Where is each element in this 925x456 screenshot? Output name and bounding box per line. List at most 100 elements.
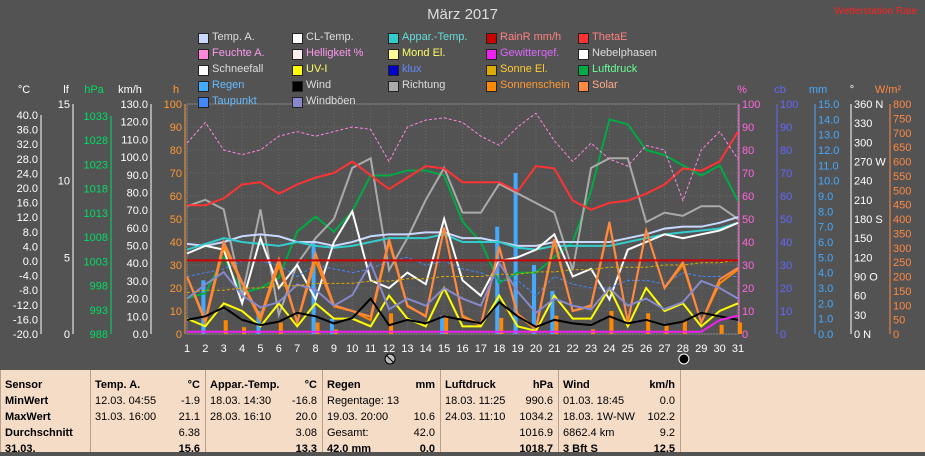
series-gewitterqef- xyxy=(187,314,739,333)
bar-sonnenschein xyxy=(499,317,504,334)
x-tick-label: 1 xyxy=(184,343,190,355)
stats-cell-label: 31.03. 16:00 xyxy=(95,411,157,423)
tick-rain: 1.0 xyxy=(818,314,833,326)
legend-label: CL-Temp. xyxy=(306,31,354,43)
stats-cell-value: 13.3 xyxy=(295,443,317,455)
tick-pressure: 1033 xyxy=(84,111,108,123)
axes: 40.0 36.0 32.0 28.0 24.0 20.0 16.0 12.0 8.0 4.0 0.… xyxy=(13,84,911,341)
series-appar-temp- xyxy=(186,221,739,251)
legend-swatch xyxy=(486,33,497,44)
tick-solar: 700 xyxy=(893,128,911,140)
stats-cell-value: 21.1 xyxy=(178,411,200,423)
stats-header: Regen xyxy=(327,379,361,391)
tick-wind: 80.0 xyxy=(127,187,148,199)
stats-cell-value: 0.0 xyxy=(419,443,435,455)
legend-swatch xyxy=(388,33,399,44)
x-tick-label: 8 xyxy=(313,343,319,355)
legend-swatch xyxy=(198,81,209,92)
x-tick-label: 16 xyxy=(456,343,468,355)
tick-rain: 13.0 xyxy=(818,130,839,142)
bar-regen xyxy=(311,242,316,334)
stats-unit: km/h xyxy=(649,379,675,391)
bar-regen xyxy=(550,291,555,334)
tick-solar: 300 xyxy=(893,243,911,255)
legend-swatch xyxy=(292,97,303,108)
bar-sonnenschein xyxy=(682,320,687,334)
source-link[interactable]: Wetterstation Rate xyxy=(834,6,917,17)
x-tick-label: 9 xyxy=(331,343,337,355)
stats-row-label: 31.03. xyxy=(5,443,36,455)
tick-wind: 130.0 xyxy=(120,99,148,111)
legend-label: Schneefall xyxy=(212,63,264,75)
legend-label: Taupunkt xyxy=(212,95,257,107)
tick-sun: 50 xyxy=(170,214,182,226)
tick-pressure: 1023 xyxy=(84,159,108,171)
legend-swatch xyxy=(198,97,209,108)
legend-swatch xyxy=(578,33,589,44)
tick-humidity: 50 xyxy=(742,214,754,226)
series-richtung xyxy=(186,156,739,319)
legend-label: Helligkeit % xyxy=(306,47,364,59)
x-tick-label: 11 xyxy=(365,343,376,355)
tick-direction: 30 xyxy=(854,310,866,322)
tick-rain: 4.0 xyxy=(818,268,833,280)
stats-column-apparent: Appar.-Temp. °C 18.03. 14:30 -16.8 28.03. 16… xyxy=(205,370,323,455)
tick-pressure: 1008 xyxy=(84,232,108,244)
tick-solar: 250 xyxy=(893,257,911,269)
axis-unit-wind: km/h xyxy=(118,84,142,96)
tick-direction: 240 xyxy=(854,176,872,188)
stats-cell-value: 10.6 xyxy=(413,411,435,423)
new-moon-icon xyxy=(678,353,690,365)
x-tick-label: 29 xyxy=(695,343,707,355)
tick-humidity: 20 xyxy=(742,283,754,295)
bar-regen xyxy=(256,311,261,334)
legend-label: Wind xyxy=(306,79,332,91)
x-tick-label: 5 xyxy=(257,343,263,355)
tick-temp: 4.0 xyxy=(23,241,38,253)
stats-cell-label: 24.03. 11:10 xyxy=(445,411,506,423)
legend-swatch xyxy=(578,49,589,60)
x-tick-label: 21 xyxy=(548,343,560,355)
tick-temp: -12.0 xyxy=(13,300,38,312)
tick-direction: 0 N xyxy=(854,329,871,341)
series xyxy=(186,112,739,333)
tick-wind: 70.0 xyxy=(127,205,148,217)
stats-cell-label: 12.03. 04:55 xyxy=(95,395,157,407)
stats-column-sensor: Sensor MinWert MaxWert Durchschnitt 31.03. xyxy=(0,370,91,455)
tick-solar: 450 xyxy=(893,200,911,212)
x-tick-label: 14 xyxy=(420,343,432,355)
series-uv-i xyxy=(186,285,739,333)
x-ticks: 1 2 3 4 5 6 7 8 9 10 11 12 13 14 15 16 17 18 19 20 21 22 23 24 2… xyxy=(184,343,744,365)
tick-wind: 60.0 xyxy=(127,223,148,235)
tick-wind: 10.0 xyxy=(127,311,148,323)
series-luftdruck xyxy=(186,118,739,300)
bar-sonnenschein xyxy=(609,311,614,334)
stats-column-wind: Wind km/h 01.03. 18:45 0.0 18.03. 1W-NW 102.2… xyxy=(558,370,681,455)
bar-sonnenschein xyxy=(278,322,283,334)
tick-temp: -8.0 xyxy=(19,285,38,297)
tick-direction: 360 N xyxy=(854,99,883,111)
x-tick-label: 17 xyxy=(475,343,487,355)
bar-regen xyxy=(531,265,536,334)
axis-unit-pressure: hPa xyxy=(84,84,104,96)
bar-sonnenschein xyxy=(738,322,742,334)
stats-cell-label: 28.03. 16:10 xyxy=(210,411,272,423)
series-thetae xyxy=(187,131,739,211)
bar-regen xyxy=(513,173,518,334)
tick-direction: 90 O xyxy=(854,272,878,284)
tick-sun: 60 xyxy=(170,191,182,203)
tick-direction: 210 xyxy=(854,195,872,207)
legend-swatch xyxy=(486,49,497,60)
tick-humidity: 60 xyxy=(742,191,754,203)
tick-sun: 0 xyxy=(176,329,182,341)
x-tick-label: 26 xyxy=(640,343,652,355)
tick-cb: 50 xyxy=(780,214,792,226)
tick-uv: 0 xyxy=(64,329,70,341)
x-tick-label: 27 xyxy=(658,343,670,355)
x-tick-label: 7 xyxy=(294,343,300,355)
legend-swatch xyxy=(198,33,209,44)
legend-swatch xyxy=(292,33,303,44)
tick-solar: 650 xyxy=(893,142,911,154)
stats-column-pressure: Luftdruck hPa 18.03. 11:25 990.6 24.03. 11:1… xyxy=(440,370,559,455)
stats-cell-value: -1.9 xyxy=(181,395,200,407)
